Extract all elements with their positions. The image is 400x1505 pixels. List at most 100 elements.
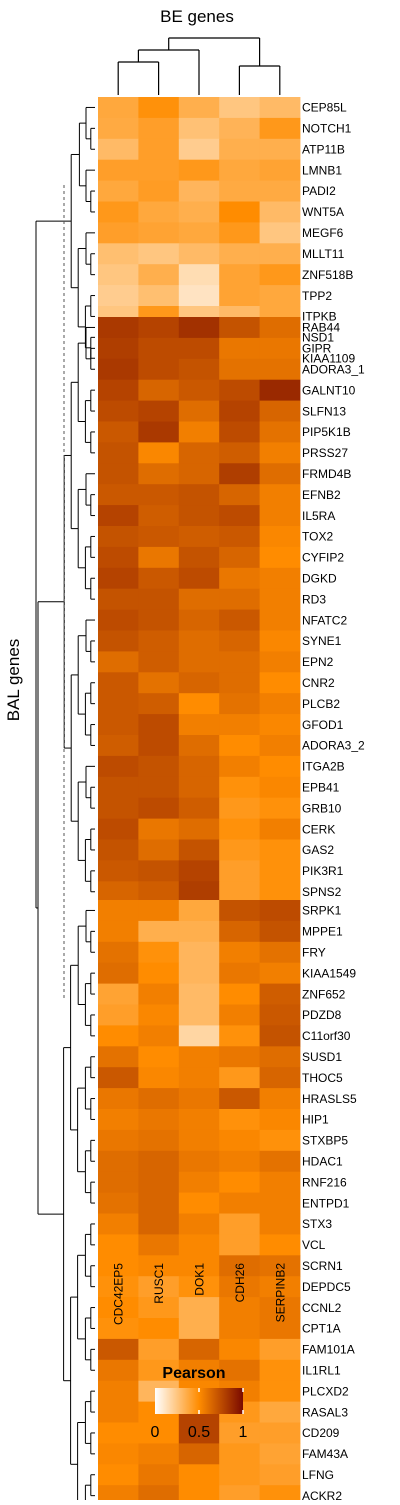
heatmap-cell: [178, 1171, 220, 1193]
heatmap-cell: [259, 818, 301, 840]
heatmap-cell: [98, 379, 139, 401]
heatmap-cell: [259, 159, 301, 181]
heatmap-cell: [259, 317, 301, 339]
heatmap-cell: [219, 264, 260, 286]
heatmap-cell: [219, 358, 260, 381]
heatmap-cell: [138, 138, 180, 161]
heatmap-cell: [98, 1192, 139, 1214]
row-label: EPB41: [302, 781, 340, 795]
heatmap-cell: [219, 463, 260, 485]
heatmap-cell: [178, 609, 220, 631]
heatmap-cell: [178, 1485, 220, 1505]
heatmap-cell: [178, 1088, 220, 1110]
heatmap-cell: [259, 609, 301, 631]
heatmap-cell: [178, 97, 220, 119]
heatmap-cell: [98, 1109, 139, 1131]
heatmap-cell: [259, 526, 301, 548]
heatmap-cell: [219, 1276, 260, 1298]
heatmap-cell: [98, 317, 139, 339]
row-label: PDZD8: [302, 1008, 342, 1022]
heatmap-cell: [259, 264, 301, 286]
heatmap-cell: [219, 337, 260, 360]
heatmap-cell: [98, 1276, 139, 1298]
heatmap-cell: [219, 693, 260, 715]
heatmap-cell: [98, 1401, 139, 1423]
heatmap-cell: [219, 1359, 260, 1382]
heatmap-cell: [219, 180, 260, 202]
heatmap-cell: [178, 180, 220, 202]
row-label: SYNE1: [302, 634, 342, 648]
heatmap-cell: [259, 1318, 301, 1340]
heatmap-cell: [138, 1046, 180, 1068]
row-label: KIAA1109: [302, 351, 355, 365]
heatmap-cell: [219, 505, 260, 527]
heatmap-cell: [98, 546, 139, 569]
heatmap-cell: [138, 1067, 180, 1089]
heatmap-cell: [178, 1318, 220, 1340]
heatmap-cell: [98, 97, 139, 119]
heatmap-cell: [219, 1171, 260, 1193]
heatmap-cell: [219, 97, 260, 119]
heatmap-cell: [259, 243, 301, 265]
row-label: PIP5K1B: [302, 425, 351, 439]
heatmap-cell: [98, 920, 139, 943]
heatmap-cell: [138, 1485, 180, 1505]
row-label: GRB10: [302, 801, 342, 815]
heatmap-cell: [98, 630, 139, 652]
heatmap-cell: [219, 797, 260, 819]
heatmap-cell: [138, 609, 180, 631]
heatmap-cell: [259, 1422, 301, 1444]
row-dendrogram: [35, 106, 95, 1505]
heatmap-cell: [138, 1255, 180, 1277]
heatmap-cell: [178, 442, 220, 464]
heatmap-cell: [98, 1129, 139, 1152]
heatmap-cell: [259, 630, 301, 652]
heatmap-cell: [138, 546, 180, 569]
legend-ticks: 0 0.5 1: [151, 1388, 248, 1441]
heatmap-cell: [138, 588, 180, 610]
heatmap-cell: [138, 1129, 180, 1152]
heatmap-cell: [219, 1213, 260, 1235]
row-label: RAB44: [302, 321, 340, 335]
heatmap-cell: [259, 1067, 301, 1089]
heatmap-cell: [259, 714, 301, 736]
heatmap-cell: [98, 1422, 139, 1444]
heatmap-cell: [178, 693, 220, 715]
heatmap-cell: [98, 693, 139, 715]
heatmap-cell: [259, 860, 301, 882]
heatmap-cell: [98, 900, 139, 922]
heatmap-cell: [98, 484, 139, 506]
heatmap-cell: [98, 839, 139, 861]
heatmap-cell: [98, 1297, 139, 1319]
heatmap-cell: [219, 755, 260, 778]
heatmap-cell: [138, 526, 180, 548]
row-label: FRY: [302, 946, 326, 960]
heatmap-cell: [98, 358, 139, 381]
row-label: PRSS27: [302, 446, 348, 460]
heatmap-cell: [138, 1297, 180, 1319]
heatmap-cell: [219, 672, 260, 694]
row-label: TPP2: [302, 289, 332, 303]
row-label: GAS2: [302, 843, 334, 857]
row-label: IL1RL1: [302, 1364, 341, 1378]
legend-colorbar: [155, 1388, 243, 1414]
heatmap-cell: [178, 1213, 220, 1235]
heatmap-cell: [219, 285, 260, 307]
heatmap-cell: [259, 1401, 301, 1423]
heatmap-cell: [138, 714, 180, 736]
heatmap-cell: [98, 264, 139, 286]
heatmap-cell: [219, 1422, 260, 1444]
heatmap-cell: [178, 630, 220, 652]
heatmap-cell: [219, 962, 260, 984]
row-label: IL5RA: [302, 509, 335, 523]
row-label: HDAC1: [302, 1155, 343, 1169]
row-label: CYFIP2: [302, 551, 344, 565]
heatmap-cell: [98, 1464, 139, 1486]
heatmap-cell: [178, 941, 220, 964]
heatmap-cell: [138, 1192, 180, 1214]
heatmap-cell: [259, 567, 301, 590]
heatmap-cell: [178, 1255, 220, 1277]
heatmap-cell: [138, 285, 180, 307]
heatmap-cell: [138, 1464, 180, 1486]
